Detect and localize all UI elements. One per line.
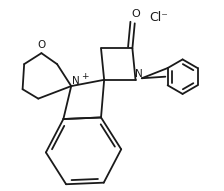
Text: Cl⁻: Cl⁻ xyxy=(150,11,168,23)
Text: +: + xyxy=(81,72,88,81)
Text: O: O xyxy=(131,9,140,19)
Text: O: O xyxy=(37,40,45,49)
Text: N: N xyxy=(135,69,142,79)
Text: N: N xyxy=(72,76,80,86)
